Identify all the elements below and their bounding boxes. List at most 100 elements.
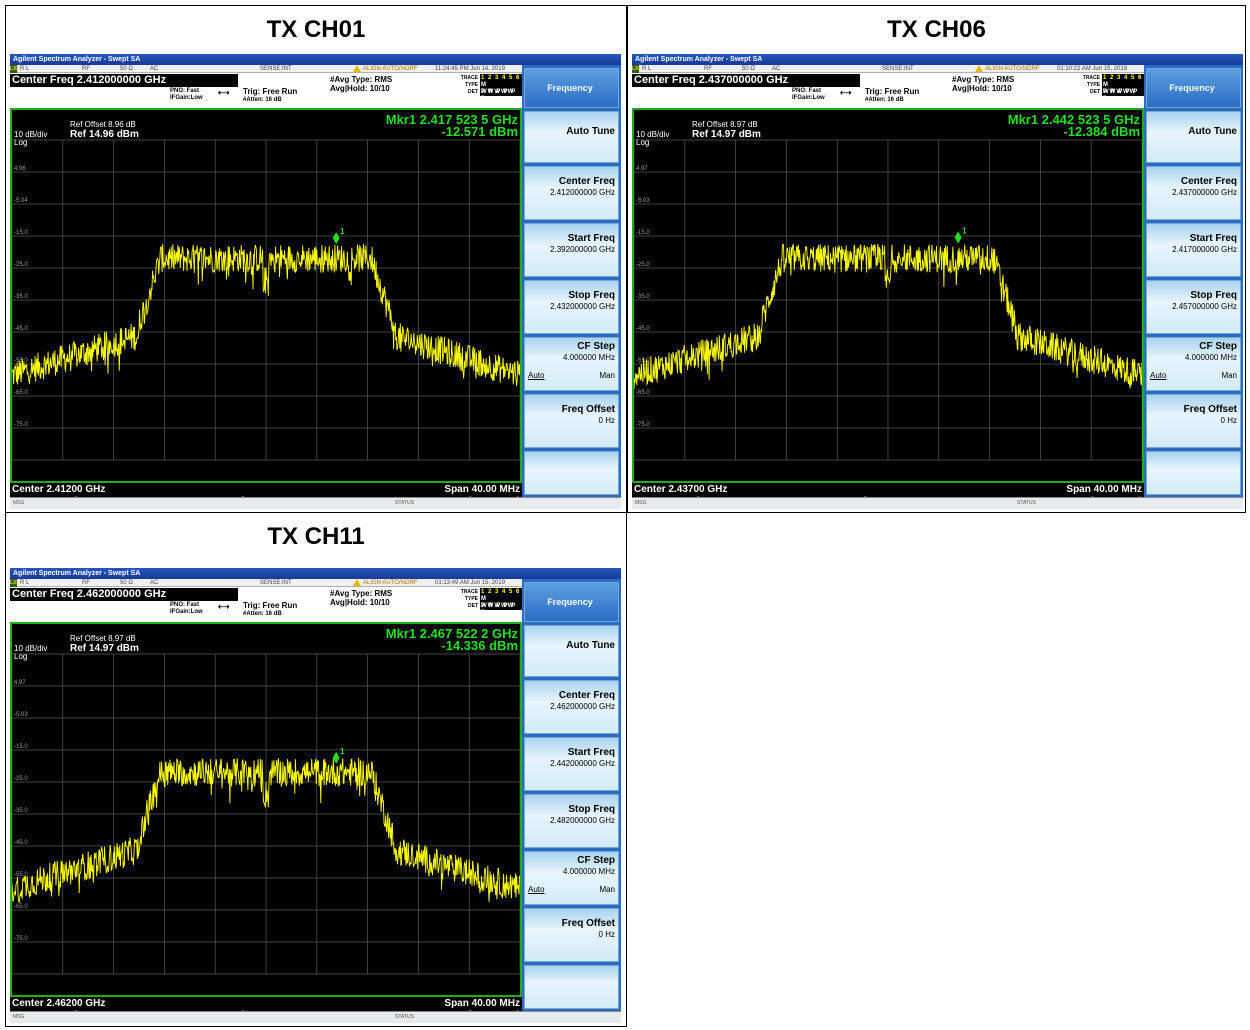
trace-numbers: 1 2 3 4 5 6 xyxy=(481,75,521,81)
spectrum-analyzer-window: Agilent Spectrum Analyzer - Swept SA LXI… xyxy=(10,568,621,1023)
more-softkey-blank[interactable] xyxy=(524,451,619,495)
status-strip: LXI R L RF 50 Ω AC SENSE:INT ALIGN AUTO/… xyxy=(10,579,522,587)
date-time: 01:13:49 AM Jun 15, 2019 xyxy=(435,580,506,586)
cf-step-man[interactable]: Man xyxy=(599,371,615,380)
y-tick-label: -45.0 xyxy=(14,840,28,846)
trace-status-box: 1 2 3 4 5 6 M WWWWW P P P P P P xyxy=(480,74,522,102)
message-label: MSG xyxy=(13,1014,25,1020)
ifgain-setting: IFGain:Low xyxy=(170,95,203,101)
marker-frequency: Mkr1 2.467 522 2 GHz xyxy=(385,626,518,641)
center-freq-label: Center Freq xyxy=(1180,176,1237,187)
start-freq-button[interactable]: Start Freq 2.392000000 GHz xyxy=(524,223,619,277)
spectrum-analyzer-window: Agilent Spectrum Analyzer - Swept SA LXI… xyxy=(632,54,1243,509)
spectrum-display[interactable]: Ref Offset 8.96 dB 10 dB/div Ref 14.96 d… xyxy=(10,108,522,483)
align-indicator: ALIGN AUTO/NORF xyxy=(363,580,418,586)
sweep-arrow-icon: ⟷ xyxy=(218,88,230,97)
stop-freq-button[interactable]: Stop Freq 2.457000000 GHz xyxy=(1146,280,1241,334)
panel-cell: TX CH11 Agilent Spectrum Analyzer - Swep… xyxy=(5,512,627,1027)
sweep-arrow-icon: ⟷ xyxy=(218,602,230,611)
freq-offset-label: Freq Offset xyxy=(561,404,615,415)
cf-step-auto[interactable]: Auto xyxy=(528,371,545,380)
start-freq-label: Start Freq xyxy=(567,747,615,758)
type-label: TYPE xyxy=(464,82,478,88)
stop-freq-value: 2.482000000 GHz xyxy=(550,816,615,825)
y-tick-label: -75.0 xyxy=(14,936,28,942)
avg-hold: Avg|Hold: 10/10 xyxy=(952,84,1012,93)
stop-freq-value: 2.457000000 GHz xyxy=(1172,302,1237,311)
cf-step-auto[interactable]: Auto xyxy=(1150,371,1167,380)
status-label: STATUS xyxy=(1017,500,1036,506)
det-label: DET xyxy=(468,89,478,95)
status-label: STATUS xyxy=(395,1014,414,1020)
rl-indicator: R L xyxy=(20,66,30,72)
freq-offset-value: 0 Hz xyxy=(598,416,615,425)
y-tick-label: -15.0 xyxy=(636,230,650,236)
impedance-indicator: 50 Ω xyxy=(120,580,133,586)
sweep-arrow-icon: ⟷ xyxy=(840,88,852,97)
center-freq-button[interactable]: Center Freq 2.412000000 GHz xyxy=(524,166,619,220)
cf-step-auto[interactable]: Auto xyxy=(528,885,545,894)
start-freq-button[interactable]: Start Freq 2.442000000 GHz xyxy=(524,737,619,791)
align-indicator: ALIGN AUTO/NORF xyxy=(985,66,1040,72)
cf-step-button[interactable]: CF Step 4.000000 MHz Auto Man xyxy=(524,337,619,391)
spectrum-plot: 4.97-5.03-15.0-25.0-35.0-45.0-55.0-65.0-… xyxy=(634,139,1142,461)
stop-freq-button[interactable]: Stop Freq 2.432000000 GHz xyxy=(524,280,619,334)
auto-tune-button[interactable]: Auto Tune xyxy=(1146,111,1241,163)
more-softkey-blank[interactable] xyxy=(524,965,619,1009)
pno-setting: PNO: Fast xyxy=(170,88,200,94)
softkey-menu-title: Frequency xyxy=(524,68,619,108)
trace-numbers: 1 2 3 4 5 6 xyxy=(481,589,521,595)
more-softkey-blank[interactable] xyxy=(1146,451,1241,495)
y-tick-label: -75.0 xyxy=(636,422,650,428)
auto-tune-button[interactable]: Auto Tune xyxy=(524,111,619,163)
cf-step-man[interactable]: Man xyxy=(1221,371,1237,380)
stop-freq-button[interactable]: Stop Freq 2.482000000 GHz xyxy=(524,794,619,848)
start-freq-button[interactable]: Start Freq 2.417000000 GHz xyxy=(1146,223,1241,277)
trigger-setting: Trig: Free Run xyxy=(243,601,298,610)
status-strip: LXI R L RF 50 Ω AC SENSE:INT ALIGN AUTO/… xyxy=(10,65,522,73)
spectrum-display[interactable]: Ref Offset 8.97 dB 10 dB/div Ref 14.97 d… xyxy=(10,622,522,997)
span-footer: Span 40.00 MHz xyxy=(1066,484,1142,495)
align-indicator: ALIGN AUTO/NORF xyxy=(363,66,418,72)
scale-per-div: 10 dB/div xyxy=(14,644,48,653)
window-title: Agilent Spectrum Analyzer - Swept SA xyxy=(10,54,621,65)
y-tick-label: 4.97 xyxy=(14,680,26,686)
trace-label: TRACE xyxy=(460,589,478,595)
marker-diamond-icon xyxy=(954,231,962,244)
spectrum-trace xyxy=(12,757,520,903)
freq-offset-button[interactable]: Freq Offset 0 Hz xyxy=(1146,394,1241,448)
spectrum-display[interactable]: Ref Offset 8.97 dB 10 dB/div Ref 14.97 d… xyxy=(632,108,1144,483)
sense-indicator: SENSE:INT xyxy=(882,66,914,72)
rf-indicator: RF xyxy=(82,580,90,586)
cf-step-man[interactable]: Man xyxy=(599,885,615,894)
attenuation-setting: #Atten: 16 dB xyxy=(243,97,282,103)
freq-offset-button[interactable]: Freq Offset 0 Hz xyxy=(524,908,619,962)
softkey-panel: Frequency Auto Tune Center Freq 2.412000… xyxy=(522,65,621,497)
spectrum-trace xyxy=(634,243,1142,390)
center-freq-readout: Center Freq 2.412000000 GHz xyxy=(10,74,238,87)
spectrum-plot: 4.96 -5.04 -15.0 -25.0 -35.0 -45.0 -55.0 -65.0 -… xyxy=(12,139,520,461)
center-freq-readout: Center Freq 2.462000000 GHz xyxy=(10,588,238,601)
freq-offset-button[interactable]: Freq Offset 0 Hz xyxy=(524,394,619,448)
center-frequency-footer: Center 2.43700 GHz xyxy=(634,484,728,495)
stop-freq-label: Stop Freq xyxy=(1190,290,1237,301)
reference-level: Ref 14.97 dBm xyxy=(692,129,761,140)
y-tick-label: -55.0 xyxy=(14,358,28,364)
status-label: STATUS xyxy=(395,500,414,506)
instrument-header: LXI R L RF 50 Ω AC SENSE:INT ALIGN AUTO/… xyxy=(632,65,1144,108)
marker-amplitude: -12.571 dBm xyxy=(441,124,518,139)
marker-number: 1 xyxy=(340,227,345,236)
marker-diamond-icon xyxy=(332,751,340,764)
cf-step-button[interactable]: CF Step 4.000000 MHz Auto Man xyxy=(1146,337,1241,391)
avg-type: #Avg Type: RMS xyxy=(952,75,1015,84)
center-freq-label: Center Freq xyxy=(558,176,615,187)
reference-level: Ref 14.97 dBm xyxy=(70,643,139,654)
auto-tune-label: Auto Tune xyxy=(566,126,615,137)
auto-tune-button[interactable]: Auto Tune xyxy=(524,625,619,677)
y-tick-label: -15.0 xyxy=(14,230,28,236)
stop-freq-label: Stop Freq xyxy=(568,290,615,301)
marker-frequency: Mkr1 2.417 523 5 GHz xyxy=(385,112,518,127)
center-freq-button[interactable]: Center Freq 2.462000000 GHz xyxy=(524,680,619,734)
cf-step-button[interactable]: CF Step 4.000000 MHz Auto Man xyxy=(524,851,619,905)
center-freq-button[interactable]: Center Freq 2.437000000 GHz xyxy=(1146,166,1241,220)
